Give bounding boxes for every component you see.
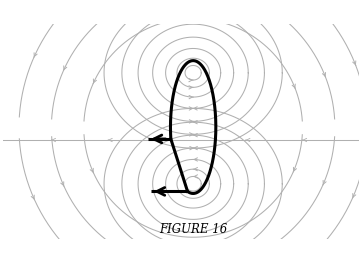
Text: FIGURE 16: FIGURE 16: [159, 222, 227, 236]
